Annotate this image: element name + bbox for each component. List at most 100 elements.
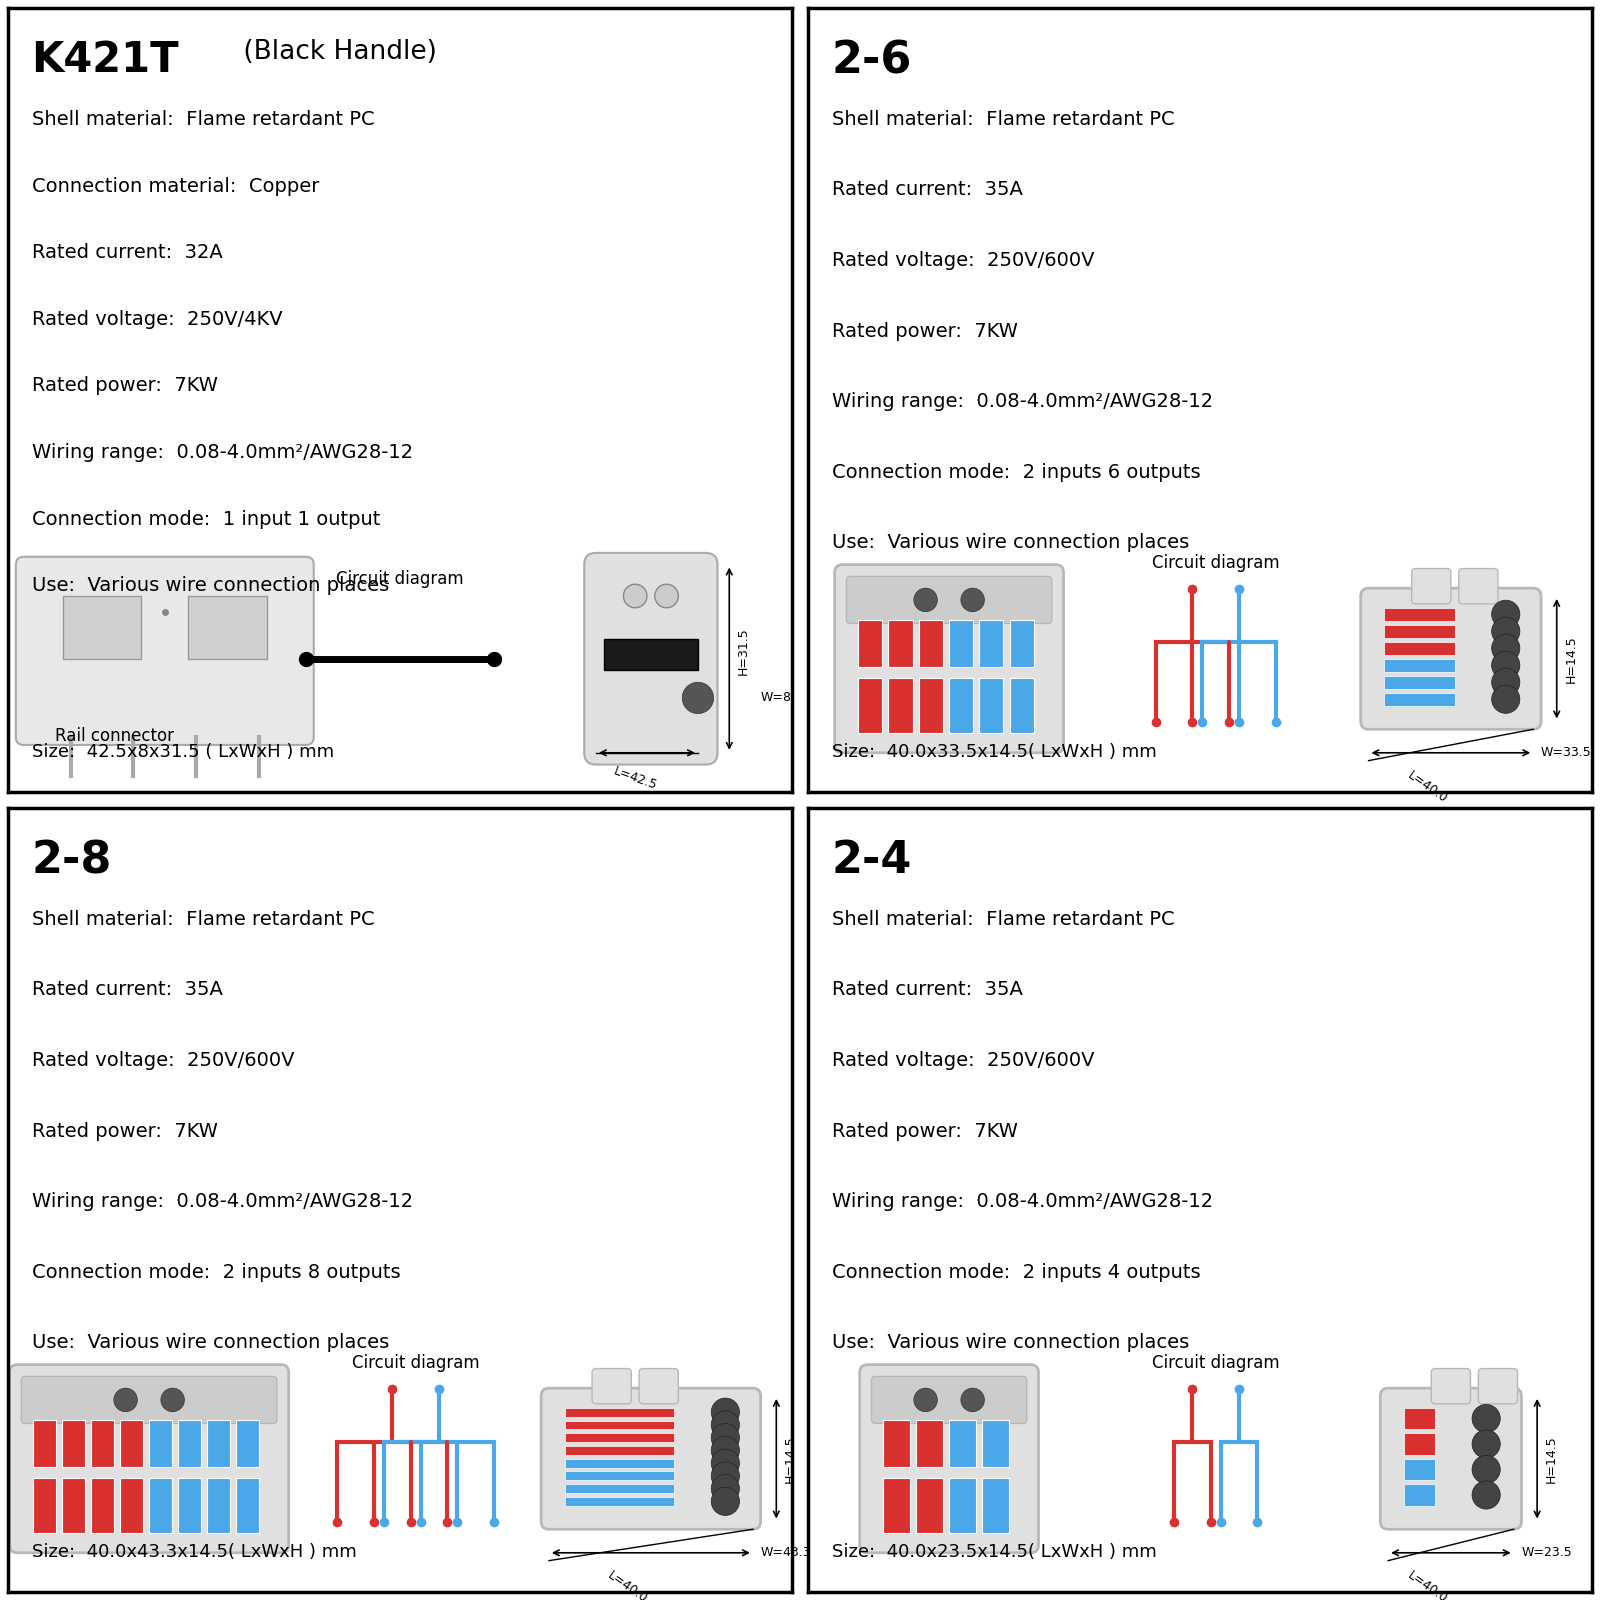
Text: Wiring range:  0.08-4.0mm²/AWG28-12: Wiring range: 0.08-4.0mm²/AWG28-12 [32,1192,413,1211]
FancyBboxPatch shape [541,1389,760,1530]
FancyBboxPatch shape [584,554,717,765]
Text: 2-8: 2-8 [32,840,112,882]
Circle shape [1472,1405,1501,1432]
Text: Wiring range:  0.08-4.0mm²/AWG28-12: Wiring range: 0.08-4.0mm²/AWG28-12 [832,392,1213,411]
Bar [34,1478,56,1533]
Circle shape [712,1437,739,1464]
Text: Size:  40.0x23.5x14.5( LxWxH ) mm: Size: 40.0x23.5x14.5( LxWxH ) mm [832,1542,1157,1560]
Text: Rated power:  7KW: Rated power: 7KW [32,376,218,395]
Text: L=40.0: L=40.0 [1405,1568,1450,1600]
Text: L=40.0: L=40.0 [1405,768,1450,805]
Text: Rated power:  7KW: Rated power: 7KW [32,1122,218,1141]
Text: W=33.5: W=33.5 [1541,746,1592,760]
Bar [917,1478,942,1533]
Bar [1384,642,1454,654]
FancyBboxPatch shape [638,1368,678,1403]
Bar [565,1485,675,1493]
Bar [565,1459,675,1467]
Text: Rated voltage:  250V/600V: Rated voltage: 250V/600V [832,1051,1094,1070]
FancyBboxPatch shape [1432,1368,1470,1403]
Text: H=14.5: H=14.5 [784,1435,797,1483]
Text: Use:  Various wire connection places: Use: Various wire connection places [832,533,1189,552]
Circle shape [1491,634,1520,662]
Bar [91,1478,114,1533]
Text: H=31.5: H=31.5 [738,627,750,675]
Circle shape [682,682,714,714]
Bar [888,678,912,733]
Bar [858,619,882,667]
Text: Shell material:  Flame retardant PC: Shell material: Flame retardant PC [832,110,1174,130]
Circle shape [962,1389,984,1411]
Circle shape [914,1389,938,1411]
Bar [883,1478,910,1533]
Text: H=14.5: H=14.5 [1546,1435,1558,1483]
Bar [1384,608,1454,621]
Text: Wiring range:  0.08-4.0mm²/AWG28-12: Wiring range: 0.08-4.0mm²/AWG28-12 [32,443,413,462]
Bar [1384,659,1454,672]
Bar [1384,693,1454,706]
Text: Shell material:  Flame retardant PC: Shell material: Flame retardant PC [32,910,374,930]
Bar [1403,1459,1435,1480]
Text: 2-6: 2-6 [832,40,912,82]
Circle shape [712,1462,739,1490]
Bar [189,595,267,659]
Text: Rated voltage:  250V/600V: Rated voltage: 250V/600V [32,1051,294,1070]
Circle shape [914,589,938,611]
Bar [565,1446,675,1454]
Bar [918,619,942,667]
Circle shape [1491,669,1520,696]
Text: W=23.5: W=23.5 [1522,1546,1573,1560]
Circle shape [712,1475,739,1502]
Text: Size:  40.0x43.3x14.5( LxWxH ) mm: Size: 40.0x43.3x14.5( LxWxH ) mm [32,1542,357,1560]
Circle shape [1472,1482,1501,1509]
Bar [62,1419,85,1467]
Bar [917,1419,942,1467]
Text: Rated power:  7KW: Rated power: 7KW [832,1122,1018,1141]
Text: H=14.5: H=14.5 [1565,635,1578,683]
Circle shape [712,1488,739,1515]
Circle shape [114,1389,138,1411]
Circle shape [712,1398,739,1426]
Bar [62,1478,85,1533]
Bar [565,1434,675,1442]
Text: Connection mode:  2 inputs 6 outputs: Connection mode: 2 inputs 6 outputs [832,462,1200,482]
Text: Rated voltage:  250V/4KV: Rated voltage: 250V/4KV [32,310,282,330]
Bar [565,1408,675,1416]
FancyBboxPatch shape [1459,568,1498,603]
Bar [883,1419,910,1467]
Bar [603,638,698,670]
Text: Rated voltage:  250V/600V: Rated voltage: 250V/600V [832,251,1094,270]
Text: L=42.5: L=42.5 [611,765,659,792]
Bar [979,619,1003,667]
Circle shape [712,1424,739,1451]
Text: L=40.0: L=40.0 [605,1568,650,1600]
Circle shape [162,1389,184,1411]
Bar [62,595,141,659]
Text: Rated current:  35A: Rated current: 35A [32,981,222,1000]
Circle shape [1491,618,1520,645]
Text: Rated current:  35A: Rated current: 35A [832,181,1022,200]
Circle shape [1491,600,1520,629]
Circle shape [654,584,678,608]
FancyBboxPatch shape [21,1376,277,1424]
FancyBboxPatch shape [872,1376,1027,1424]
Bar [1403,1434,1435,1454]
Bar [888,619,912,667]
Bar [565,1472,675,1480]
Text: 2-4: 2-4 [832,840,912,882]
Text: (Black Handle): (Black Handle) [235,40,437,66]
Circle shape [962,589,984,611]
Text: Use:  Various wire connection places: Use: Various wire connection places [32,576,389,595]
Text: Use:  Various wire connection places: Use: Various wire connection places [832,1333,1189,1352]
Text: Wiring range:  0.08-4.0mm²/AWG28-12: Wiring range: 0.08-4.0mm²/AWG28-12 [832,1192,1213,1211]
Bar [206,1478,230,1533]
Circle shape [1491,685,1520,714]
Circle shape [1472,1456,1501,1483]
Bar [979,678,1003,733]
Bar [1010,619,1034,667]
FancyBboxPatch shape [1411,568,1451,603]
Bar [206,1419,230,1467]
Bar [565,1421,675,1429]
Bar [1384,624,1454,638]
FancyBboxPatch shape [846,576,1051,624]
